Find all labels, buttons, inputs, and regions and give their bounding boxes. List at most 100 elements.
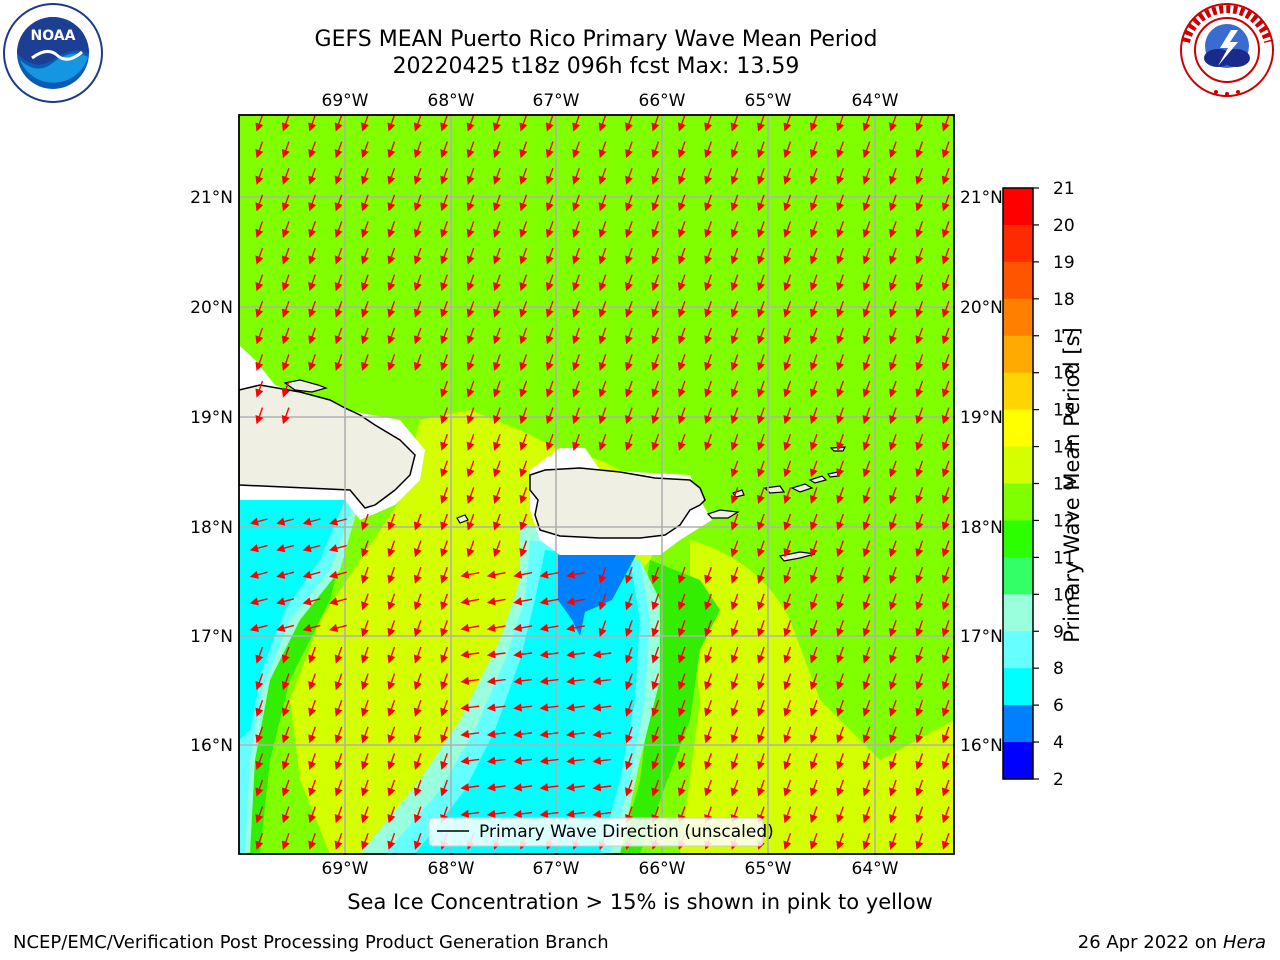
wave-arrow — [889, 699, 897, 717]
wave-arrow — [651, 327, 660, 345]
wave-arrow — [836, 247, 845, 265]
wave-arrow — [308, 141, 317, 159]
wave-arrow — [413, 247, 422, 265]
wave-arrow — [493, 141, 501, 159]
wave-arrow — [519, 433, 528, 451]
wave-arrow — [493, 407, 501, 425]
wave-arrow — [783, 593, 792, 611]
wave-arrow — [519, 300, 528, 318]
wave-arrow — [361, 593, 369, 611]
wave-arrow — [440, 221, 449, 239]
wave-arrow — [889, 115, 897, 132]
sea-ice-note: Sea Ice Concentration > 15% is shown in … — [347, 890, 933, 914]
wave-arrow — [625, 593, 633, 611]
wave-arrow — [651, 300, 660, 318]
wave-arrow — [783, 300, 792, 318]
wave-arrow — [598, 620, 607, 638]
wave-arrow — [281, 673, 290, 691]
wave-arrow — [651, 167, 660, 185]
colorbar-tick-label: 10 — [1053, 585, 1075, 605]
colorbar-tick-label: 18 — [1053, 290, 1075, 310]
wave-arrow — [566, 703, 585, 712]
wave-arrow — [466, 167, 475, 185]
lon-tick-label-top: 65°W — [745, 91, 792, 111]
lat-tick-label-left: 16°N — [190, 736, 233, 756]
wave-arrow — [572, 433, 581, 451]
wave-arrow — [249, 623, 268, 633]
wave-arrow — [572, 327, 581, 345]
wave-arrow — [466, 513, 475, 531]
wave-arrow — [651, 141, 660, 159]
wave-arrow — [915, 407, 924, 425]
wave-arrow — [862, 433, 871, 451]
wave-arrow — [809, 753, 818, 771]
wave-arrow — [519, 540, 528, 558]
wave-arrow — [941, 513, 950, 531]
wave-arrow — [440, 646, 449, 664]
wave-arrow — [651, 247, 660, 265]
wave-arrow — [836, 407, 845, 425]
colorbar-tick-label: 17 — [1053, 327, 1075, 347]
wave-arrow — [862, 274, 871, 292]
wave-arrow — [915, 779, 924, 797]
wave-arrow — [460, 570, 480, 579]
wave-arrow — [915, 726, 924, 744]
wave-arrow — [276, 597, 295, 606]
colorbar-bin — [1003, 446, 1033, 484]
wave-arrow — [460, 756, 480, 765]
wave-arrow — [836, 832, 845, 850]
wave-arrow — [519, 327, 528, 345]
wave-arrow — [519, 354, 528, 372]
chart-subtitle: 20220425 t18z 096h fcst Max: 13.59 — [392, 54, 800, 79]
wave-arrow — [387, 646, 396, 664]
wave-arrow — [915, 806, 924, 824]
wave-arrow — [625, 221, 633, 239]
wave-arrow — [730, 566, 739, 584]
wave-arrow — [598, 593, 607, 611]
wave-arrow — [757, 247, 765, 265]
wave-arrow — [308, 646, 317, 664]
wave-arrow — [730, 115, 739, 132]
wave-arrow — [941, 194, 950, 212]
wave-arrow — [915, 753, 924, 771]
wave-arrow — [677, 699, 686, 717]
wave-arrow — [625, 620, 633, 638]
wave-arrow — [757, 646, 765, 664]
wave-arrow — [308, 354, 317, 372]
wave-arrow — [941, 167, 950, 185]
gridlines — [239, 115, 954, 854]
wave-arrow — [862, 247, 871, 265]
wave-arrow — [862, 699, 871, 717]
wave-arrow — [730, 194, 739, 212]
wave-arrow — [704, 141, 713, 159]
wave-arrow — [566, 756, 585, 765]
wave-arrow — [677, 753, 686, 771]
wave-arrow — [915, 221, 924, 239]
wave-arrow — [493, 380, 501, 398]
wave-arrow — [572, 247, 581, 265]
wave-arrow — [566, 650, 585, 659]
wave-arrow — [941, 832, 950, 850]
wave-arrow — [281, 141, 290, 159]
lat-tick-label-left: 18°N — [190, 518, 233, 538]
wave-arrow — [598, 141, 607, 159]
wave-arrow — [783, 753, 792, 771]
wave-arrow — [493, 194, 501, 212]
wave-arrow — [276, 517, 295, 526]
wave-arrow — [757, 167, 765, 185]
period-14-east — [680, 540, 954, 854]
wave-arrow — [889, 274, 897, 292]
wave-arrow — [566, 570, 585, 579]
wave-arrow — [598, 274, 607, 292]
colorbar-bin — [1003, 188, 1033, 226]
wave-arrow — [941, 673, 950, 691]
wave-arrow — [651, 221, 660, 239]
wave-arrow — [889, 513, 897, 531]
wave-arrow — [255, 699, 264, 717]
wave-arrow — [704, 620, 713, 638]
wave-arrow — [334, 753, 343, 771]
wave-arrow — [598, 380, 607, 398]
wave-arrow — [592, 703, 612, 712]
wave-arrow — [493, 487, 501, 505]
wave-arrow — [519, 513, 528, 531]
